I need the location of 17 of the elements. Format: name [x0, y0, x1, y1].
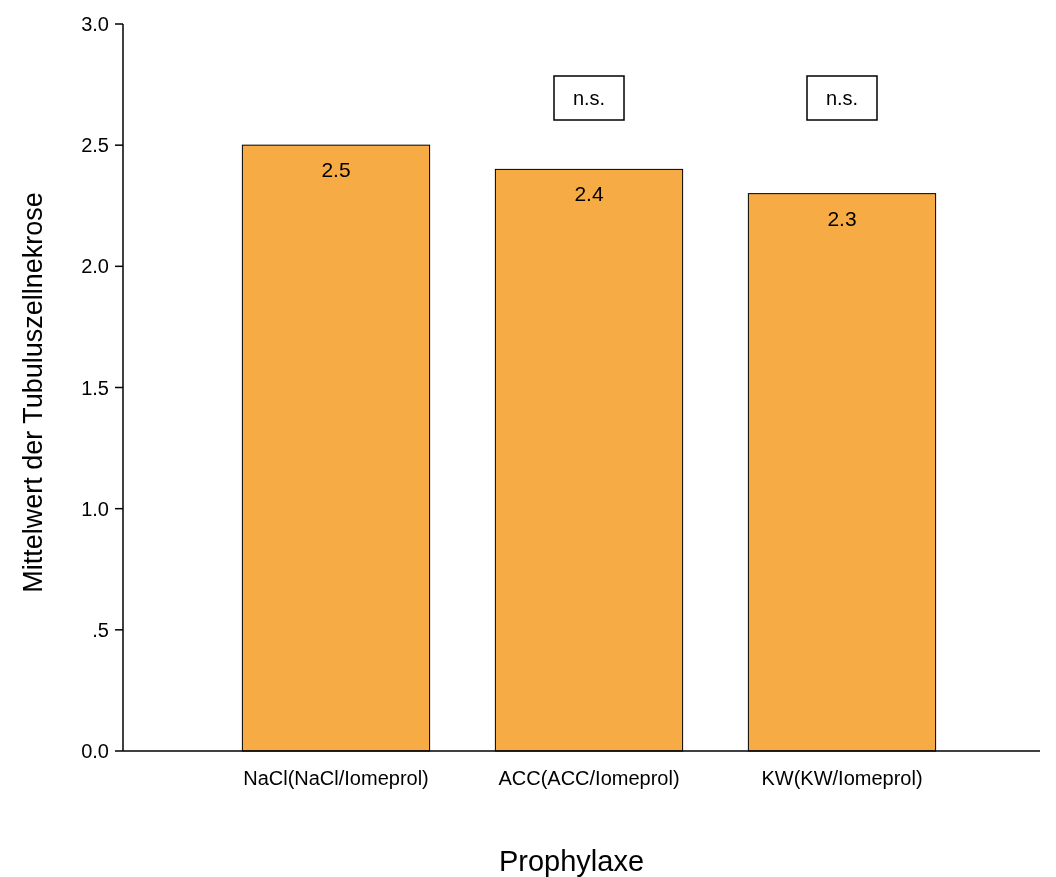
x-tick-label: NaCl(NaCl/Iomeprol): [243, 767, 429, 789]
y-axis-title: Mittelwert der Tubuluszellnekrose: [18, 192, 48, 593]
y-tick-label: 0.0: [81, 740, 109, 762]
y-tick-label: 1.5: [81, 376, 109, 399]
y-tick-label: .5: [92, 618, 109, 641]
y-tick-label: 2.0: [81, 255, 109, 278]
y-tick-label: 3.0: [81, 13, 109, 35]
x-axis-title: Prophylaxe: [498, 845, 645, 877]
x-tick-label: KW(KW/Iomeprol): [761, 767, 923, 789]
data-label: 2.3: [827, 206, 857, 230]
y-tick-label: 1.0: [81, 497, 109, 520]
data-label: 2.4: [574, 182, 604, 206]
annotation: n.s.: [572, 87, 606, 109]
x-tick-label: ACC(ACC/Iomeprol): [498, 767, 680, 789]
data-label: 2.5: [321, 158, 351, 182]
annotation: n.s.: [825, 87, 859, 109]
y-tick-label: 2.5: [81, 134, 109, 157]
